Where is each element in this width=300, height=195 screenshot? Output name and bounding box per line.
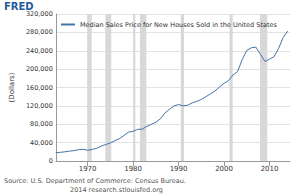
svg-text:FRED: FRED [4, 0, 34, 12]
svg-text:2000: 2000 [215, 165, 233, 173]
svg-text:2014 research.stlouisfed.org: 2014 research.stlouisfed.org [70, 186, 163, 194]
svg-text:200,000: 200,000 [26, 65, 53, 73]
svg-text:2010: 2010 [261, 165, 279, 173]
svg-text:1970: 1970 [79, 165, 97, 173]
svg-text:Median Sales Price for New Hou: Median Sales Price for New Houses Sold i… [80, 21, 278, 29]
svg-text:1980: 1980 [124, 165, 142, 173]
svg-text:Source: U.S. Department of Com: Source: U.S. Department of Commerce: Cen… [4, 177, 186, 185]
svg-text:1990: 1990 [170, 165, 188, 173]
svg-text:160,000: 160,000 [26, 84, 53, 92]
svg-text:0: 0 [49, 157, 53, 165]
svg-text:320,000: 320,000 [26, 10, 53, 18]
svg-text:280,000: 280,000 [26, 28, 53, 36]
svg-text:40,000: 40,000 [30, 139, 53, 147]
svg-text:240,000: 240,000 [26, 47, 53, 55]
svg-text:80,000: 80,000 [30, 120, 53, 128]
svg-text:(Dollars): (Dollars) [8, 72, 16, 102]
svg-text:120,000: 120,000 [26, 102, 53, 110]
